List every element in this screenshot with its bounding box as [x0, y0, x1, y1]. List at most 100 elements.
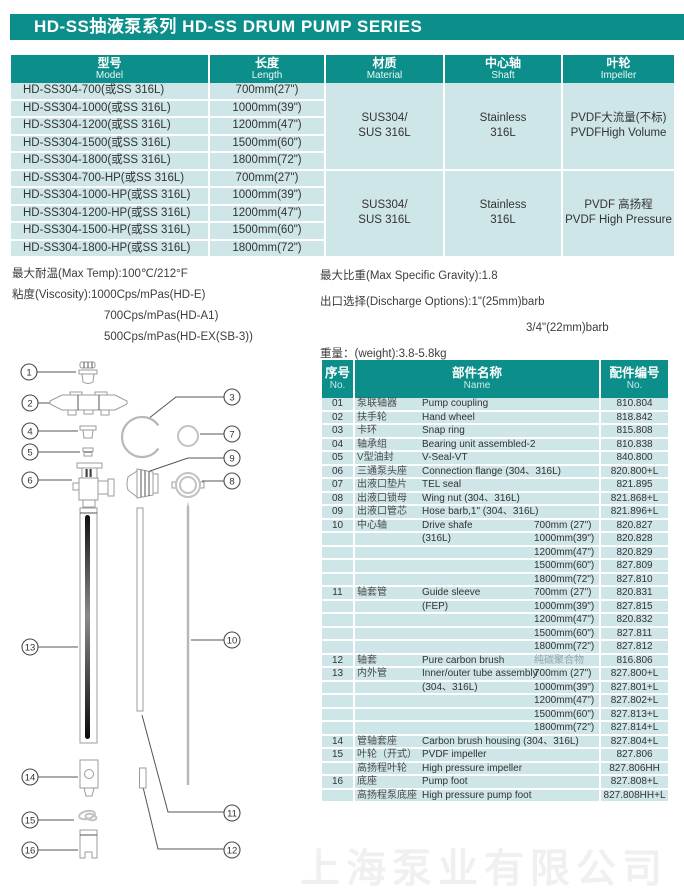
- parts-row: 1200mm(47") 827.802+L: [322, 694, 669, 709]
- page-title: HD-SS抽液泵系列 HD-SS DRUM PUMP SERIES: [10, 14, 684, 40]
- part-sleeve-piece: [139, 767, 147, 789]
- parts-cell-name-en: [420, 559, 532, 574]
- parts-cell-code: 827.811: [599, 626, 669, 641]
- parts-row: 03 卡环 Snap ring 815.808: [322, 424, 669, 439]
- parts-cell-no: 10: [322, 518, 354, 533]
- parts-cell-name-zh: 泵联轴器: [353, 398, 420, 412]
- callout-circle-11: [223, 804, 241, 822]
- spec-cell-model: HD-SS304-1500(或SS 316L): [11, 134, 209, 153]
- parts-header-name-zh: 部件名称: [452, 366, 503, 380]
- parts-table: 序号 No. 部件名称 Name 配件编号 No. 01 泵联轴器 Pump coupli…: [322, 360, 669, 803]
- parts-cell-size: [532, 424, 601, 439]
- parts-row: 1800mm(72") 827.812: [322, 640, 669, 655]
- callout-number-4: 4: [27, 427, 32, 438]
- parts-row: 1500mm(60") 827.813+L: [322, 707, 669, 722]
- parts-cell-size: 纯碳聚合物: [532, 653, 601, 668]
- parts-cell-name-zh: 高扬程泵底座: [353, 788, 420, 803]
- part-drive-shaft: [186, 501, 190, 785]
- parts-header-code: 配件编号 No.: [599, 360, 669, 398]
- part-pump-head: [72, 462, 115, 508]
- part-snap-ring: [120, 415, 160, 459]
- parts-cell-name-zh: 出液口垫片: [353, 478, 420, 493]
- notes-left: 最大耐温(Max Temp):100℃/212°F 粘度(Viscosity):…: [12, 264, 253, 348]
- leader-lines: [37, 371, 224, 851]
- parts-cell-name-zh: 出液口锁母: [353, 491, 420, 506]
- parts-cell-no: 02: [322, 410, 354, 425]
- callout-circle-10: [223, 631, 241, 649]
- part-pump-foot: [79, 829, 98, 859]
- callout-number-10: 10: [227, 636, 238, 647]
- parts-cell-name-en: [420, 640, 532, 655]
- spec-row: HD-SS304-700(或SS 316L) 700mm(27") SUS304/ …: [11, 83, 674, 171]
- spec-cell-model: HD-SS304-700(或SS 316L): [11, 83, 209, 101]
- parts-cell-size: 1500mm(60"): [532, 626, 601, 641]
- parts-cell-name-zh: [353, 545, 420, 560]
- parts-cell-no: [322, 788, 354, 803]
- parts-row: 15 叶轮（开式） PVDF impeller 827.806: [322, 748, 669, 763]
- parts-cell-size: 1000mm(39"): [532, 599, 601, 614]
- spec-row: HD-SS304-700-HP(或SS 316L) 700mm(27") SUS30…: [11, 169, 674, 258]
- spec-header-impeller-zh: 叶轮: [606, 56, 631, 70]
- parts-cell-no: [322, 626, 354, 641]
- part-v-seal: [82, 447, 94, 457]
- parts-row: (FEP) 1000mm(39") 827.815: [322, 599, 669, 614]
- part-outer-tube: [79, 507, 98, 744]
- parts-cell-code: 820.800+L: [599, 464, 669, 479]
- note-viscosity: 粘度(Viscosity):1000Cps/mPas(HD-E): [12, 289, 206, 301]
- parts-cell-name-zh: [353, 572, 420, 587]
- spec-cell-length: 700mm(27"): [208, 83, 325, 101]
- parts-cell-name-zh: 高扬程叶轮: [353, 761, 420, 776]
- parts-cell-no: [322, 545, 354, 560]
- spec-cell-model: HD-SS304-1800(或SS 316L): [11, 152, 209, 171]
- parts-cell-code: 827.808HH+L: [599, 788, 669, 803]
- parts-cell-name-zh: [353, 680, 420, 695]
- callout-circle-7: [223, 425, 241, 443]
- parts-cell-name-zh: 轴承组: [353, 437, 420, 452]
- parts-cell-no: 08: [322, 491, 354, 506]
- parts-row: 04 轴承组 Bearing unit assembled-2 810.838: [322, 437, 669, 452]
- parts-cell-code: 827.812: [599, 640, 669, 655]
- spec-header-row: 型号 Model 长度 Length 材质 Material 中心轴 Shaft 叶轮 I…: [11, 55, 674, 83]
- parts-row: 08 出液口锁母 Wing nut (304、316L) 821.868+L: [322, 491, 669, 506]
- parts-row: 1500mm(60") 827.809: [322, 559, 669, 574]
- parts-row: 05 V型油封 V-Seal-VT 840.800: [322, 451, 669, 466]
- callout-number-1: 1: [26, 368, 31, 379]
- parts-cell-code: 840.800: [599, 451, 669, 466]
- callout-number-3: 3: [229, 393, 234, 404]
- spec-cell-model: HD-SS304-1200-HP(或SS 316L): [11, 204, 209, 223]
- parts-cell-size: 700mm (27"): [532, 586, 601, 601]
- parts-cell-size: 1200mm(47"): [532, 694, 601, 709]
- parts-cell-name-en: High pressure impeller: [420, 761, 532, 776]
- parts-cell-code: 821.896+L: [599, 505, 669, 520]
- part-guide-sleeve: [136, 507, 144, 712]
- parts-row: 06 三通泵头座 Connection flange (304、316L) 820.8…: [322, 464, 669, 479]
- spec-cell-length: 1800mm(72"): [208, 152, 325, 171]
- parts-cell-code: 820.828: [599, 532, 669, 547]
- spec-header-shaft-en: Shaft: [491, 70, 515, 81]
- spec-cell-model: HD-SS304-1200(或SS 316L): [11, 117, 209, 136]
- parts-cell-name-zh: 卡环: [353, 424, 420, 439]
- callout-circle-4: [21, 422, 39, 440]
- note-weight: 重量：(weight):3.8-5.8kg: [320, 348, 447, 360]
- spec-row: HD-SS304-1800-HP(或SS 316L) 1800mm(72"): [11, 239, 674, 258]
- note-viscosity-3: 500Cps/mPas(HD-EX(SB-3)): [104, 331, 253, 343]
- parts-cell-name-zh: [353, 640, 420, 655]
- spec-cell-length: 1500mm(60"): [208, 134, 325, 153]
- parts-row: (304、316L) 1000mm(39") 827.801+L: [322, 680, 669, 695]
- parts-cell-no: [322, 721, 354, 736]
- parts-header-code-en: No.: [626, 380, 643, 391]
- parts-cell-no: [322, 532, 354, 547]
- callout-circle-12: [223, 841, 241, 859]
- parts-cell-no: [322, 613, 354, 628]
- parts-row: 11 轴套管 Guide sleeve 700mm (27") 820.831: [322, 586, 669, 601]
- callout-number-15: 15: [25, 816, 36, 827]
- parts-cell-no: 15: [322, 748, 354, 763]
- part-brush-housing: [79, 759, 99, 797]
- callout-circle-3: [223, 388, 241, 406]
- watermark: 上海泵业有限公司: [300, 847, 668, 891]
- parts-row: 09 出液口管芯 Hose barb,1" (304、316L) 821.896+L: [322, 505, 669, 520]
- parts-row: 1500mm(60") 827.811: [322, 626, 669, 641]
- parts-cell-code: 827.814+L: [599, 721, 669, 736]
- callout-number-9: 9: [229, 454, 234, 465]
- parts-cell-size: [532, 478, 601, 493]
